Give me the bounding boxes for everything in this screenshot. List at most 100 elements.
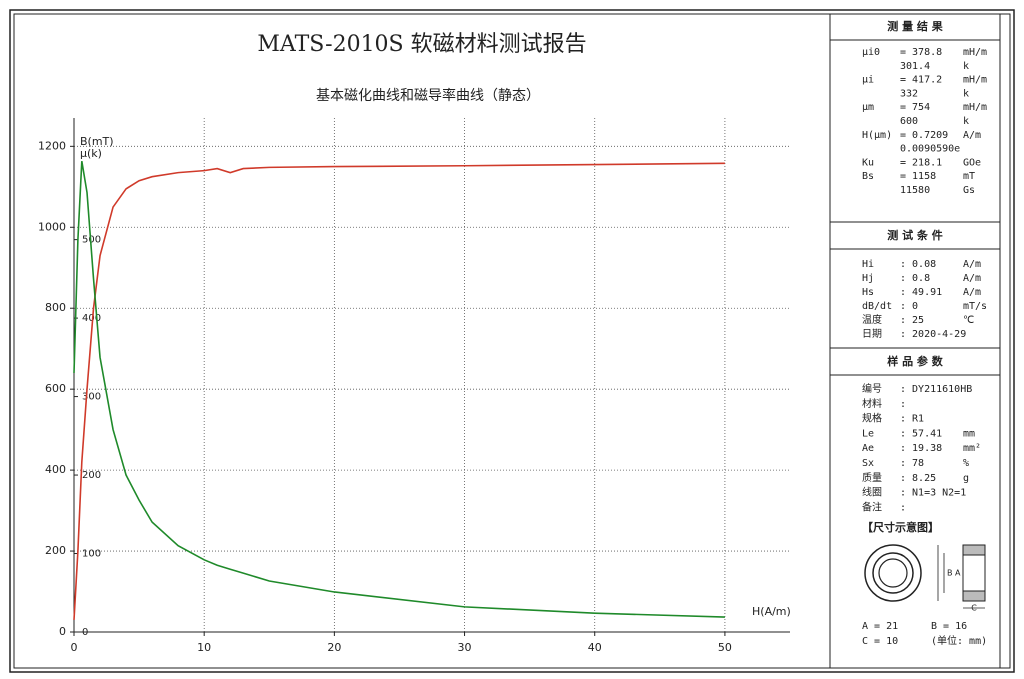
panel-label: 质量 bbox=[862, 472, 882, 484]
panel-label: μm bbox=[862, 102, 874, 113]
diagram-footer: (单位: mm) bbox=[931, 634, 987, 647]
y-tick-label: 0 bbox=[59, 625, 66, 638]
panel-label: Hs bbox=[862, 287, 874, 298]
series-line bbox=[73, 161, 725, 618]
panel-label: 温度 bbox=[862, 313, 882, 326]
y-tick-label: 1000 bbox=[38, 220, 66, 233]
y2-tick-label: 100 bbox=[82, 549, 101, 560]
x-tick-label: 20 bbox=[327, 641, 341, 654]
x-tick-label: 10 bbox=[197, 641, 211, 654]
panel-label: 材料 bbox=[862, 397, 882, 410]
panel-unit: A/m bbox=[963, 259, 981, 270]
panel-label: Sx bbox=[862, 458, 874, 469]
panel-unit: % bbox=[963, 458, 969, 469]
panel-header: 样 品 参 数 bbox=[887, 354, 943, 368]
x-tick-label: 30 bbox=[458, 641, 472, 654]
diagram-label: C bbox=[971, 604, 977, 613]
panel-value: : 25 bbox=[900, 315, 924, 326]
panel-unit: A/m bbox=[963, 130, 981, 141]
panel-unit: mH/m bbox=[963, 47, 987, 58]
panel-value: = 1158 bbox=[900, 171, 936, 182]
ring-diagram bbox=[864, 544, 986, 609]
panel-unit: mm² bbox=[963, 443, 981, 454]
panel-value: : 0.08 bbox=[900, 259, 936, 270]
panel-unit: ℃ bbox=[963, 315, 974, 326]
panel-value: = 754 bbox=[900, 102, 930, 113]
panel-value: : 0.8 bbox=[900, 273, 930, 284]
chart-subtitle: 基本磁化曲线和磁导率曲线（静态） bbox=[316, 87, 540, 104]
panel-value: : bbox=[900, 399, 906, 410]
panel-value: : bbox=[900, 502, 906, 513]
panel-unit: A/m bbox=[963, 287, 981, 298]
panel-value: : 57.41 bbox=[900, 428, 942, 439]
panel-label: 线圈 bbox=[862, 486, 882, 499]
x-tick-label: 50 bbox=[718, 641, 732, 654]
panel-unit: GOe bbox=[963, 157, 981, 168]
panel-label: Ku bbox=[862, 157, 874, 168]
y-tick-label: 200 bbox=[45, 544, 66, 557]
panel-unit: mT bbox=[963, 171, 975, 182]
panel-label: Le bbox=[862, 428, 874, 439]
y-tick-label: 1200 bbox=[38, 139, 66, 152]
panel-label: Ae bbox=[862, 443, 874, 454]
panel-header: 测 试 条 件 bbox=[887, 228, 943, 242]
y-tick-label: 400 bbox=[45, 463, 66, 476]
panel-value: 600 bbox=[900, 116, 918, 127]
panel-value: : 8.25 bbox=[900, 473, 936, 484]
y-tick-label: 800 bbox=[45, 301, 66, 314]
panel-label: μi bbox=[862, 75, 874, 86]
panel-value: : N1=3 N2=1 bbox=[900, 488, 966, 499]
diagram-footer: C = 10 bbox=[862, 636, 898, 647]
panel-value: = 378.8 bbox=[900, 47, 942, 58]
panel-label: 规格 bbox=[862, 412, 882, 425]
diagram-footer: A = 21 bbox=[862, 621, 898, 632]
diagram-footer: B = 16 bbox=[931, 621, 967, 632]
y2-axis-label: μ(k) bbox=[80, 147, 102, 160]
panel-value: = 417.2 bbox=[900, 75, 942, 86]
panel-label: 备注 bbox=[862, 500, 882, 513]
panel-unit: k bbox=[963, 61, 969, 72]
panel-unit: mT/s bbox=[963, 301, 987, 312]
panel-value: = 218.1 bbox=[900, 157, 942, 168]
panel-unit: k bbox=[963, 88, 969, 99]
panel-value: 0.0090590e bbox=[900, 144, 960, 155]
panel-label: 日期 bbox=[862, 328, 882, 340]
panel-label: H(μm) bbox=[862, 130, 892, 141]
panel-value: 11580 bbox=[900, 185, 930, 196]
panel-unit: Gs bbox=[963, 185, 975, 196]
panel-value: : 19.38 bbox=[900, 443, 942, 454]
panel-label: 编号 bbox=[862, 382, 882, 395]
panel-label: Hj bbox=[862, 273, 874, 284]
panel-unit: mH/m bbox=[963, 75, 987, 86]
diagram-label: B A bbox=[947, 569, 961, 578]
panel-unit: k bbox=[963, 116, 969, 127]
diagram-title: 【尺寸示意图】 bbox=[862, 520, 939, 534]
chart-title: MATS-2010S 软磁材料测试报告 bbox=[257, 32, 586, 57]
y-tick-label: 600 bbox=[45, 382, 66, 395]
panel-label: dB/dt bbox=[862, 301, 892, 312]
panel-label: Bs bbox=[862, 171, 874, 182]
panel-value: : 2020-4-29 bbox=[900, 329, 966, 340]
y2-tick-label: 500 bbox=[82, 235, 101, 246]
panel-value: : R1 bbox=[900, 414, 924, 425]
y2-tick-label: 300 bbox=[82, 392, 101, 403]
inner-border bbox=[13, 13, 1011, 669]
panel-value: : 78 bbox=[900, 458, 924, 469]
panel-unit: A/m bbox=[963, 273, 981, 284]
panel-value: : DY211610HB bbox=[900, 384, 972, 395]
panel-unit: g bbox=[963, 473, 969, 484]
panel-value: 332 bbox=[900, 88, 918, 99]
series-line bbox=[73, 162, 725, 620]
panel-label: Hi bbox=[862, 259, 874, 270]
panel-value: = 0.7209 bbox=[900, 130, 948, 141]
panel-unit: mm bbox=[963, 428, 975, 439]
y2-tick-label: 200 bbox=[82, 470, 101, 481]
panel-header: 测 量 结 果 bbox=[887, 19, 943, 33]
x-tick-label: 0 bbox=[71, 641, 78, 654]
panel-value: : 0 bbox=[900, 301, 918, 312]
y2-tick-label: 400 bbox=[82, 313, 101, 324]
outer-border bbox=[9, 9, 1015, 673]
panel-value: 301.4 bbox=[900, 61, 930, 72]
x-axis-label: H(A/m) bbox=[752, 605, 791, 618]
